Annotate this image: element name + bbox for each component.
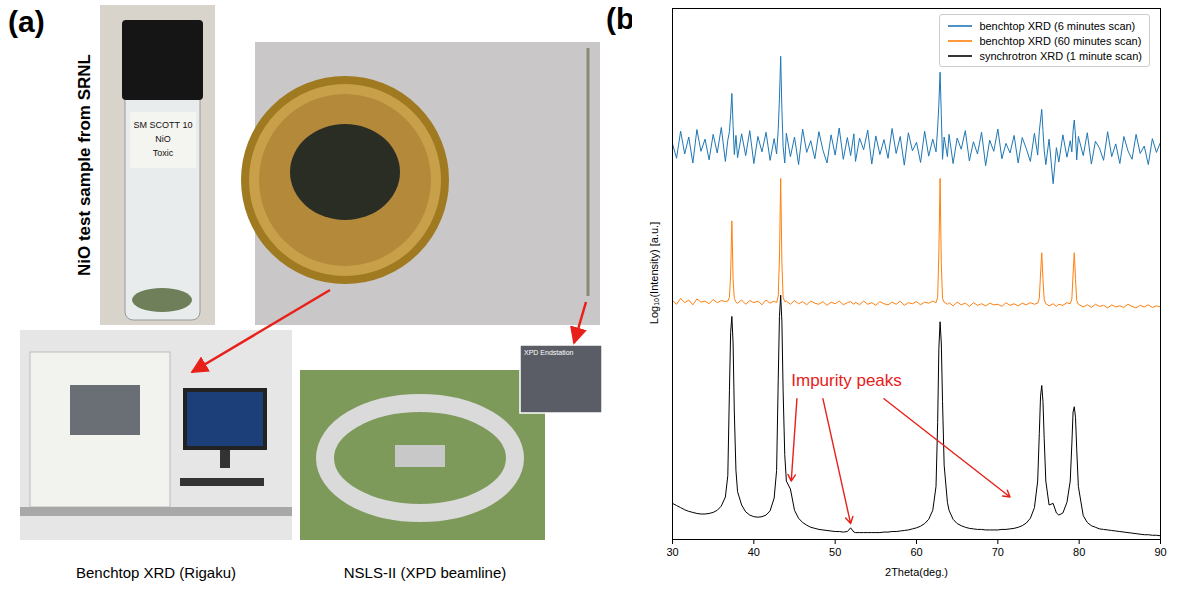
svg-text:NiO: NiO — [155, 134, 171, 144]
svg-text:Impurity peaks: Impurity peaks — [791, 371, 902, 390]
svg-text:NSLS-II (XPD beamline): NSLS-II (XPD beamline) — [344, 564, 507, 581]
svg-text:90: 90 — [1154, 546, 1166, 558]
svg-text:Benchtop XRD (Rigaku): Benchtop XRD (Rigaku) — [76, 564, 236, 581]
html-text:Log₁₀(Intensity) [a.u.]: Log₁₀(Intensity) [a.u.] — [648, 221, 660, 325]
svg-text:50: 50 — [829, 546, 841, 558]
svg-text:(a): (a) — [8, 5, 45, 38]
svg-text:NiO test sample from SRNL: NiO test sample from SRNL — [75, 54, 94, 276]
svg-text:40: 40 — [748, 546, 760, 558]
html-text:synchrotron XRD (1 minute scan: synchrotron XRD (1 minute scan) — [979, 49, 1142, 62]
svg-text:XPD Endstation: XPD Endstation — [524, 349, 574, 356]
svg-text:30: 30 — [666, 546, 678, 558]
svg-text:70: 70 — [992, 546, 1004, 558]
svg-text:SM SCOTT 10: SM SCOTT 10 — [134, 120, 193, 130]
svg-text:80: 80 — [1073, 546, 1085, 558]
svg-text:60: 60 — [910, 546, 922, 558]
svg-text:2Theta(deg.): 2Theta(deg.) — [885, 566, 948, 578]
svg-text:Toxic: Toxic — [153, 148, 174, 158]
html-text:(b): (b) — [606, 2, 645, 35]
html-text:benchtop XRD (60 minutes scan): benchtop XRD (60 minutes scan) — [979, 34, 1142, 47]
html-text:benchtop XRD (6 minutes scan): benchtop XRD (6 minutes scan) — [979, 19, 1136, 32]
